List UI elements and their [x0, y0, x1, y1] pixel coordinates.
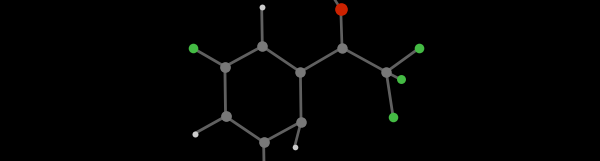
- Point: [415, 47, 424, 49]
- Point: [220, 65, 230, 68]
- Point: [396, 78, 406, 81]
- Point: [257, 6, 266, 9]
- Point: [190, 132, 199, 135]
- Point: [188, 47, 198, 50]
- Point: [296, 71, 305, 73]
- Point: [337, 46, 347, 49]
- Point: [259, 141, 268, 143]
- Point: [336, 8, 346, 10]
- Point: [382, 71, 391, 73]
- Point: [388, 115, 398, 118]
- Point: [257, 45, 267, 47]
- Point: [221, 115, 230, 118]
- Point: [290, 145, 299, 148]
- Point: [296, 120, 306, 123]
